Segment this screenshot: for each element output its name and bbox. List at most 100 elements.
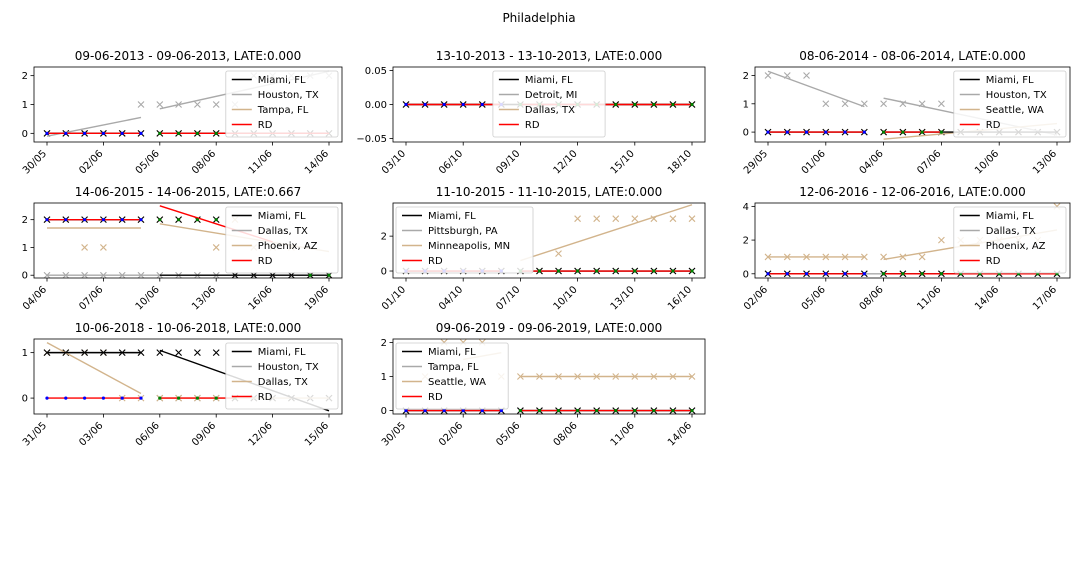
post-period-dot: [633, 269, 637, 273]
scatter-marker: [100, 244, 107, 251]
legend-label: Miami, FL: [428, 347, 476, 358]
y-tick-label: 2: [381, 232, 387, 243]
post-period-dot: [537, 408, 542, 413]
post-period-dot: [158, 396, 162, 400]
legend-label: Houston, TX: [986, 90, 1047, 101]
axes-frame: [33, 202, 343, 279]
legend-box: [225, 70, 339, 138]
chart-title: 09-06-2013 - 09-06-2013, LATE:0.000: [75, 49, 302, 63]
legend-label: Minneapolis, MN: [428, 241, 510, 252]
chart-title: 14-06-2015 - 14-06-2015, LATE:0.667: [75, 185, 302, 199]
post-period-dot: [518, 408, 523, 413]
legend-label: Miami, FL: [525, 75, 573, 86]
axes-frame: [754, 202, 1071, 279]
legend-label: Dallas, TX: [525, 105, 575, 116]
legend-box: [395, 342, 509, 410]
fit-line: [46, 342, 142, 395]
legend-label: Miami, FL: [258, 211, 306, 222]
pre-period-dot: [101, 396, 105, 400]
pre-period-dot: [442, 408, 446, 413]
post-period-dot: [177, 218, 181, 222]
axes-frame: [33, 338, 343, 415]
legend-label: Houston, TX: [258, 90, 319, 101]
legend-label: Seattle, WA: [986, 105, 1044, 116]
scatter-marker: [593, 215, 601, 223]
post-period-dot: [671, 408, 675, 413]
y-tick-label: 0: [381, 406, 387, 417]
y-tick-label: 1: [22, 100, 28, 111]
figure-title: Philadelphia: [502, 11, 575, 25]
chart-panel-4: 14-06-2015 - 14-06-2015, LATE:0.66701204…: [21, 185, 343, 313]
legend-label: RD: [986, 256, 1001, 267]
pre-period-dot: [766, 130, 770, 134]
legend-label: Phoenix, AZ: [986, 241, 1046, 252]
pre-period-dot: [862, 130, 866, 134]
pre-period-dot: [45, 218, 49, 222]
legend-label: RD: [258, 256, 273, 267]
pre-period-dot: [45, 131, 49, 135]
pre-period-dot: [480, 408, 484, 413]
y-tick-label: 0: [381, 267, 387, 278]
pre-period-dot: [64, 131, 68, 135]
scatter-marker: [803, 72, 810, 79]
post-period-dot: [690, 102, 694, 107]
post-period-dot: [690, 269, 694, 273]
pre-period-dot: [843, 130, 847, 134]
scatter-marker: [175, 349, 182, 357]
pre-period-dot: [824, 130, 828, 134]
chart-title: 12-06-2016 - 12-06-2016, LATE:0.000: [799, 185, 1026, 199]
pre-period-dot: [101, 218, 105, 222]
post-period-dot: [882, 272, 886, 276]
post-period-dot: [177, 396, 181, 400]
scatter-marker: [899, 253, 907, 261]
pre-period-dot: [480, 102, 484, 107]
legend-label: Miami, FL: [258, 75, 306, 86]
scatter-marker: [669, 215, 677, 223]
pre-period-dot: [83, 218, 87, 222]
fit-line: [520, 204, 693, 262]
legend: Miami, FL Houston, TX Seattle, WA RD: [953, 70, 1067, 138]
post-period-dot: [177, 131, 181, 135]
post-period-dot: [882, 130, 886, 134]
pre-period-dot: [499, 408, 503, 413]
pre-period-dot: [824, 272, 828, 276]
legend-label: Tampa, FL: [427, 362, 479, 373]
post-period-dot: [690, 408, 694, 413]
scatter-marker: [194, 349, 201, 357]
legend-box: [395, 206, 534, 274]
scatter-marker: [212, 244, 220, 251]
scatter-marker: [555, 250, 562, 257]
scatter-marker: [880, 100, 887, 108]
legend-label: RD: [986, 120, 1001, 131]
post-period-dot: [633, 408, 637, 413]
post-period-dot: [308, 273, 312, 277]
scatter-marker: [156, 101, 164, 108]
scatter-marker: [918, 253, 926, 261]
post-period-dot: [939, 272, 944, 276]
post-period-dot: [939, 130, 944, 134]
post-period-dot: [214, 131, 218, 135]
post-period-dot: [614, 408, 618, 413]
legend: Miami, FL Houston, TX Tampa, FL RD: [225, 70, 339, 138]
post-period-dot: [214, 396, 218, 400]
pre-period-dot: [843, 272, 847, 276]
scatter-marker: [631, 215, 639, 223]
pre-period-dot: [461, 102, 465, 107]
scatter-marker: [822, 100, 830, 108]
post-period-dot: [556, 408, 561, 413]
y-tick-label: 2: [743, 236, 749, 247]
post-period-dot: [671, 269, 675, 273]
post-period-dot: [901, 272, 905, 276]
legend: Miami, FL Tampa, FL Seattle, WA RD: [395, 342, 509, 410]
scatter-marker: [212, 101, 220, 108]
post-period-dot: [195, 131, 199, 135]
legend-label: Houston, TX: [258, 362, 319, 373]
y-tick-label: 2: [743, 71, 749, 82]
y-tick-label: 2: [381, 338, 387, 349]
scatter-marker: [938, 100, 945, 108]
post-period-dot: [158, 131, 162, 135]
pre-period-dot: [461, 408, 465, 413]
post-period-dot: [614, 102, 618, 107]
scatter-marker: [81, 244, 88, 251]
